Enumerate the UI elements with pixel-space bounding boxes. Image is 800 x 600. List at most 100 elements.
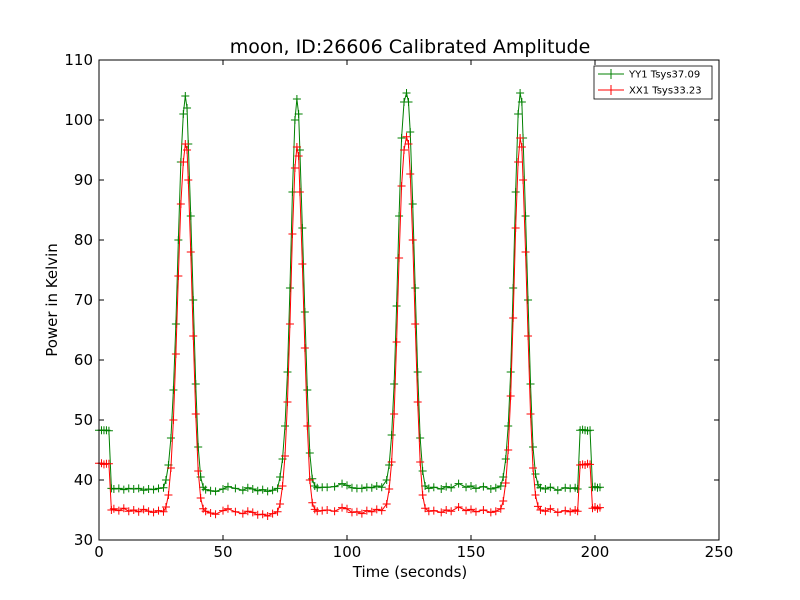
data-point [206,509,215,517]
data-point [541,507,550,516]
series-line [99,92,601,492]
data-point [395,212,404,220]
data-point [390,380,399,388]
data-point [561,506,570,515]
data-point [521,212,530,220]
data-point [387,431,396,439]
data-point [496,482,505,490]
data-point [159,483,168,492]
data-point [509,284,518,292]
data-point [404,98,413,106]
data-point [511,224,520,232]
data-point [300,308,309,316]
data-point [362,483,371,492]
data-point [462,483,471,492]
data-point [288,188,297,196]
data-point [292,143,301,151]
data-point [276,473,285,481]
data-point [524,296,533,304]
data-point [189,332,198,340]
data-point [139,505,148,514]
data-point [273,507,282,516]
data-point [447,507,456,516]
data-point [429,483,438,492]
data-point [408,200,417,208]
data-point [416,434,425,442]
data-point [196,494,205,502]
y-tick-label: 70 [74,291,93,309]
data-point [258,485,267,494]
data-point [330,482,339,491]
data-point [166,464,175,472]
data-point [486,508,495,517]
chart-title: moon, ID:26606 Calibrated Amplitude [230,36,591,58]
data-point [114,506,123,515]
data-point [109,504,118,513]
data-point [506,392,515,400]
data-point [124,507,133,516]
data-point [524,332,533,340]
data-point [504,446,513,454]
data-point [303,386,312,394]
data-point [283,398,292,406]
data-point [298,224,307,232]
data-point [258,510,267,519]
data-point [181,92,190,100]
data-point [174,236,183,244]
data-point [300,344,309,352]
data-point [183,146,192,154]
data-point [536,483,545,492]
data-point [519,176,528,184]
data-point [285,284,294,292]
data-point [323,483,332,492]
data-point [397,134,406,142]
data-point [294,110,303,118]
data-point [392,302,401,310]
data-point [253,510,262,519]
data-point [179,110,188,118]
data-point [149,508,158,517]
data-point [219,485,227,493]
data-point [418,491,427,499]
x-tick-label: 150 [457,543,486,561]
data-point [347,508,356,517]
y-axis-label: Power in Kelvin [43,243,61,357]
data-point [531,470,540,478]
y-tick-label: 100 [64,111,93,129]
x-tick-label: 0 [94,543,104,561]
data-point [413,368,422,376]
data-point [553,486,562,495]
data-point [134,507,143,516]
data-point [238,509,247,518]
data-point [471,484,480,493]
data-point [377,483,386,492]
data-point [402,89,411,97]
data-point [114,484,123,493]
data-point [573,485,582,493]
data-point [387,458,396,466]
data-point [385,485,394,493]
data-point [318,506,327,515]
data-point [281,452,289,460]
data-point [194,443,203,451]
data-point [253,486,262,495]
data-point [531,491,540,499]
data-point [104,426,113,435]
y-tick-label: 90 [74,171,93,189]
data-point [447,483,456,492]
data-point [231,507,240,516]
data-point [223,504,232,513]
data-point [196,473,205,481]
data-point [211,487,220,496]
data-point [372,482,381,490]
data-point [338,503,347,512]
y-tick-label: 110 [64,51,93,69]
data-point [276,500,285,508]
data-point [201,485,210,494]
data-point [194,467,203,475]
data-point [408,236,417,244]
data-point [529,443,537,451]
data-point [372,505,381,514]
data-point [514,158,523,166]
data-point [295,188,304,196]
